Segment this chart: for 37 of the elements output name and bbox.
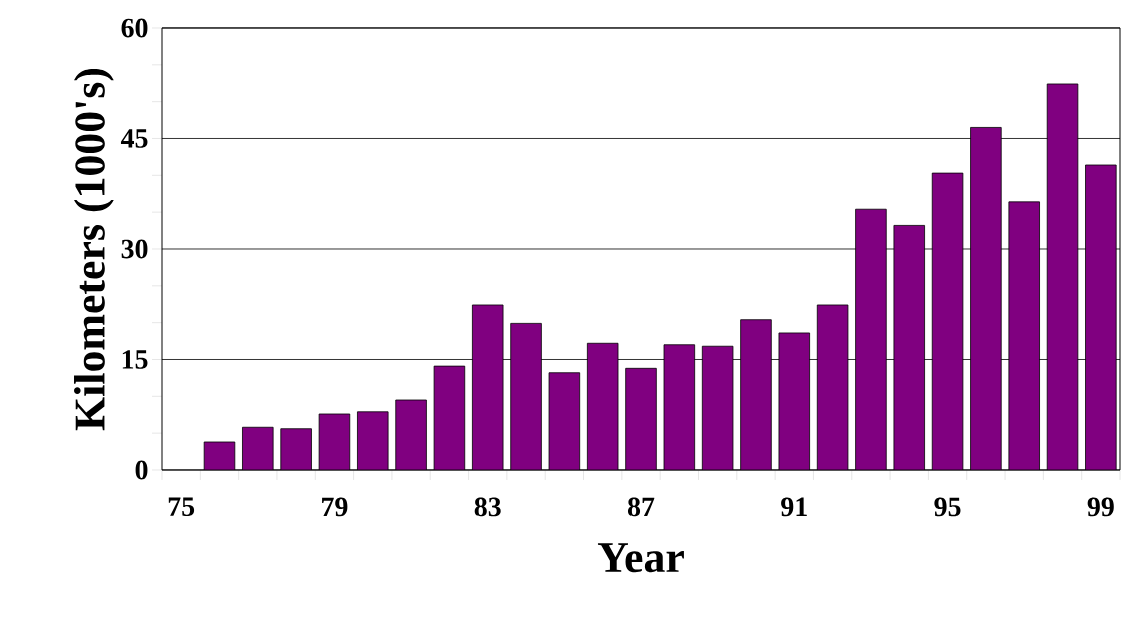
bar [395,399,427,470]
x-tick-label: 99 [1087,497,1114,517]
bar [472,304,504,470]
bar [1008,201,1040,470]
y-tick-label: 60 [121,18,148,38]
bar [740,319,772,470]
bar [357,411,389,470]
x-tick-label: 95 [934,497,961,517]
bar [242,426,274,470]
x-tick-label: 79 [322,497,348,517]
bar [1085,164,1117,470]
y-tick-label: 30 [121,239,148,259]
y-tick-label: 15 [122,350,148,369]
bar [663,344,696,470]
bar [855,208,887,470]
bar [701,345,734,470]
bar [970,127,1002,470]
bar [816,304,849,470]
x-tick-label: 87 [627,497,655,517]
bar [510,322,542,470]
bar [1046,83,1079,470]
y-tick-label: 45 [120,129,148,148]
x-tick-label: 83 [474,497,501,517]
x-axis-title: Year [597,543,684,573]
bar [318,413,351,470]
y-axis-title: Kilometers (1000's) [74,68,114,431]
bar [548,372,581,470]
bar [280,428,312,470]
x-tick-label: 75 [168,497,195,517]
bar [778,332,811,470]
bar [625,367,657,470]
bar [433,365,466,470]
y-tick-label: 0 [135,460,148,480]
bar [586,342,619,470]
bar [893,225,925,470]
x-tick-label: 91 [781,497,807,517]
bar [931,172,964,470]
